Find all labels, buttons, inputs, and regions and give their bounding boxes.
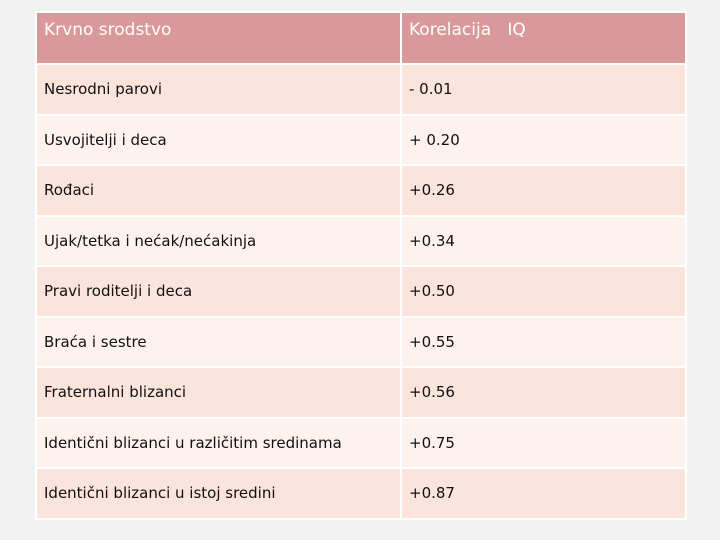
kinship-cell: Braća i sestre [35, 315, 402, 368]
table-row: Rođaci +0.26 [35, 164, 687, 217]
kinship-cell: Nesrodni parovi [35, 63, 402, 116]
kinship-cell: Identični blizanci u istoj sredini [35, 467, 402, 520]
table-header-row: Krvno srodstvo Korelacija IQ [35, 11, 687, 65]
header-iq-correlation: Korelacija IQ [400, 11, 687, 65]
table-row: Nesrodni parovi - 0.01 [35, 63, 687, 116]
table-row: Identični blizanci u različitim sredinam… [35, 416, 687, 469]
kinship-cell: Usvojitelji i deca [35, 113, 402, 166]
table-row: Pravi roditelji i deca +0.50 [35, 265, 687, 318]
table-row: Fraternalni blizanci +0.56 [35, 366, 687, 419]
iq-correlation-table: Krvno srodstvo Korelacija IQ Nesrodni pa… [35, 11, 687, 520]
correlation-cell: +0.87 [400, 467, 687, 520]
correlation-cell: +0.50 [400, 265, 687, 318]
header-kinship: Krvno srodstvo [35, 11, 402, 65]
correlation-cell: +0.56 [400, 366, 687, 419]
correlation-cell: +0.34 [400, 214, 687, 267]
table-row: Braća i sestre +0.55 [35, 315, 687, 368]
kinship-cell: Pravi roditelji i deca [35, 265, 402, 318]
table-row: Identični blizanci u istoj sredini +0.87 [35, 467, 687, 520]
correlation-cell: +0.26 [400, 164, 687, 217]
correlation-cell: +0.75 [400, 416, 687, 469]
kinship-cell: Ujak/tetka i nećak/nećakinja [35, 214, 402, 267]
table-row: Usvojitelji i deca + 0.20 [35, 113, 687, 166]
correlation-cell: - 0.01 [400, 63, 687, 116]
table-row: Ujak/tetka i nećak/nećakinja +0.34 [35, 214, 687, 267]
kinship-cell: Fraternalni blizanci [35, 366, 402, 419]
correlation-table-container: Krvno srodstvo Korelacija IQ Nesrodni pa… [35, 11, 687, 520]
kinship-cell: Rođaci [35, 164, 402, 217]
correlation-cell: + 0.20 [400, 113, 687, 166]
correlation-cell: +0.55 [400, 315, 687, 368]
kinship-cell: Identični blizanci u različitim sredinam… [35, 416, 402, 469]
